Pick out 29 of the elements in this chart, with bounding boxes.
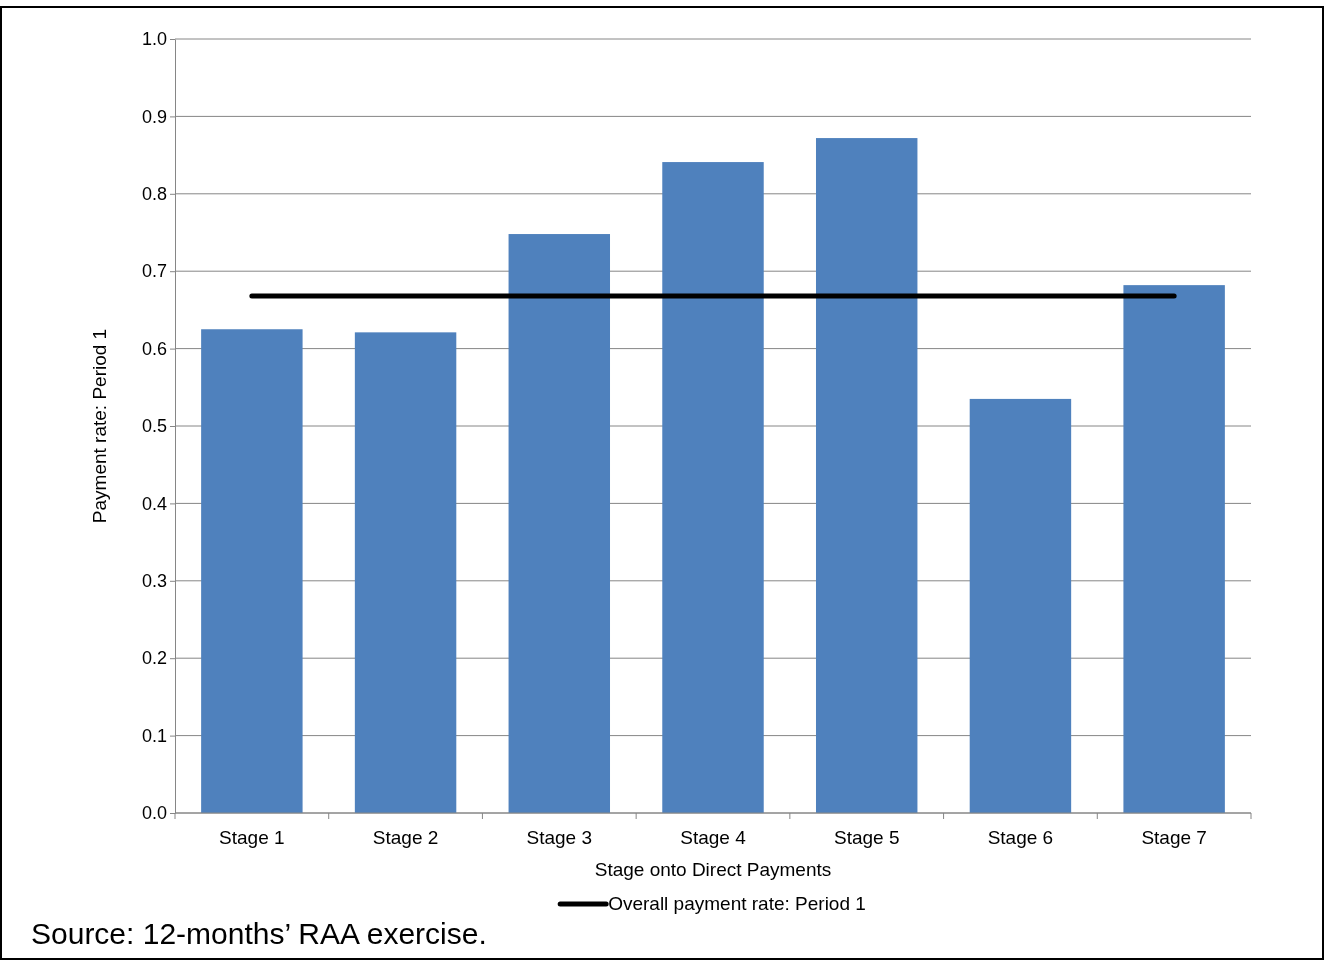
y-tick-label: 0.8 <box>141 184 167 205</box>
bar <box>1123 285 1225 813</box>
y-tick-label: 0.1 <box>141 725 167 746</box>
bar <box>354 332 457 813</box>
x-tick-label: Stage 4 <box>680 827 747 848</box>
bar <box>508 234 611 813</box>
y-tick-label: 0.2 <box>141 648 167 669</box>
y-tick-label: 0.7 <box>141 261 167 282</box>
bar <box>815 138 918 813</box>
x-tick-label: Stage 7 <box>1141 827 1207 848</box>
x-axis-title: Stage onto Direct Payments <box>594 859 832 880</box>
y-tick-label: 0.4 <box>141 493 167 514</box>
source-note: Source: 12-months’ RAA exercise. <box>31 917 487 950</box>
y-tick-label: 0.5 <box>141 416 167 437</box>
bar <box>662 162 764 813</box>
legend-label: Overall payment rate: Period 1 <box>608 893 866 914</box>
x-tick-label: Stage 1 <box>219 827 285 848</box>
x-tick-label: Stage 5 <box>833 827 900 848</box>
x-tick-label: Stage 6 <box>987 827 1054 848</box>
y-tick-label: 0.3 <box>141 571 167 592</box>
y-axis-title: Payment rate: Period 1 <box>89 328 110 524</box>
x-tick-label: Stage 3 <box>526 827 593 848</box>
bar <box>201 329 303 813</box>
y-tick-label: 1.0 <box>141 29 167 50</box>
y-tick-label: 0.9 <box>141 106 167 127</box>
y-tick-label: 0.6 <box>141 338 167 359</box>
y-tick-label: 0.0 <box>141 803 167 824</box>
bar <box>969 398 1072 813</box>
x-tick-label: Stage 2 <box>372 827 439 848</box>
